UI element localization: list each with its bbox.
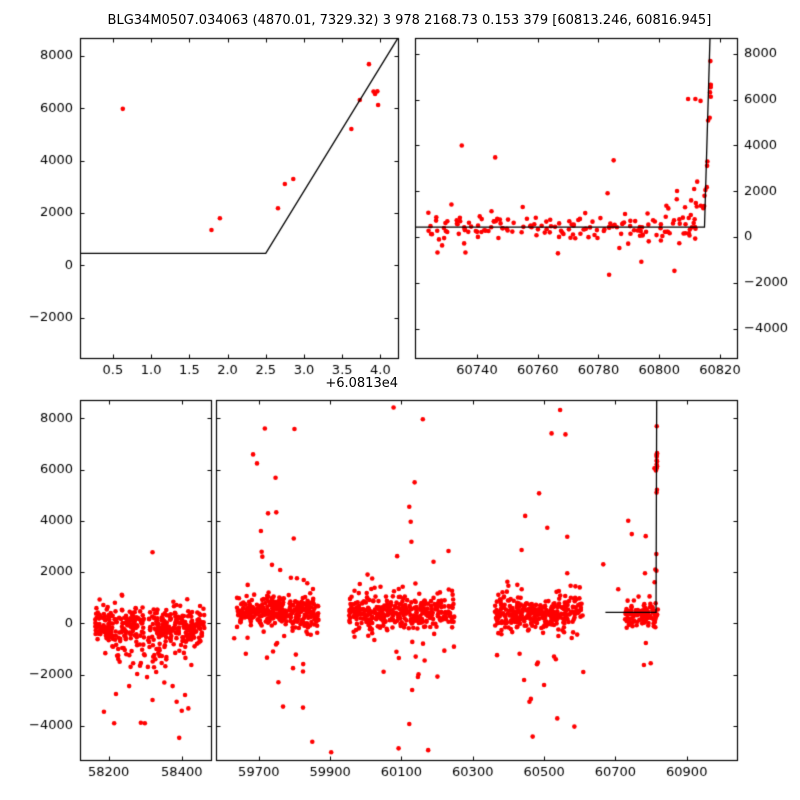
figure-title-right: 3 978 2168.73 0.153 379 [60813.246, 6081… [382, 13, 712, 28]
figure-title-left: BLG34M0507.034063 (4870.01, 7329.32) [107, 13, 379, 28]
x-axis-offset-label: +6.0813e4 [325, 376, 398, 391]
